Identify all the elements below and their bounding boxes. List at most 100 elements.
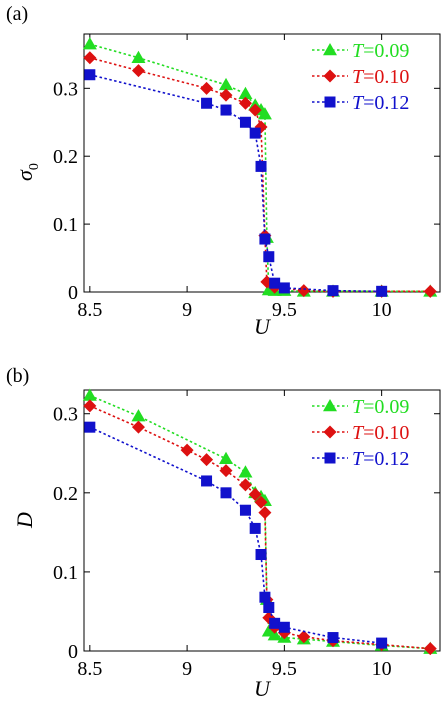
panel-b-legend-val: =0.12	[363, 448, 409, 470]
panel-a-series-t-0-12-point	[84, 69, 96, 81]
panel-a-series-t-0-12-line	[89, 73, 382, 293]
panel-b-xtick-label: 9	[182, 658, 192, 680]
panel-a-legend-var: T	[352, 66, 365, 88]
panel-b-series-t-0-12-point	[263, 602, 275, 613]
panel-a-series-t-0-12-point	[201, 97, 213, 109]
panel-b-series-t-0-10-point	[131, 420, 145, 434]
panel-a-frame	[83, 33, 441, 293]
panel-b-legend-val: =0.10	[363, 422, 409, 444]
panel-b-xtick-label: 8.5	[77, 658, 102, 680]
panel-b-series-t-0-12-point	[255, 549, 267, 561]
panel-a-legend-var: T	[352, 92, 365, 114]
panel-b-legend-label: T=0.10	[352, 422, 409, 444]
panel-a-xtick-label: 9	[182, 299, 192, 321]
panel-b-series-t-0-09-point	[238, 465, 253, 478]
panel-a-legend-val: =0.10	[363, 66, 409, 88]
panel-b-series-t-0-12-point	[327, 632, 339, 644]
panel-a-series-t-0-12	[84, 69, 388, 297]
panel-b-series-t-0-10-point	[219, 464, 233, 478]
panel-b-series-t-0-09-point	[267, 628, 282, 641]
panel-a-legend-marker	[323, 69, 337, 83]
panel-b-legend-var: T	[352, 396, 365, 418]
panel-b-xlabel: U	[254, 676, 272, 701]
panel-a-series-t-0-10-point	[131, 64, 145, 78]
panel-b-series-t-0-09-point	[131, 409, 146, 422]
panel-a-series-t-0-12-point	[376, 285, 388, 297]
panel-a-series-t-0-09-point	[219, 77, 234, 91]
panel-b-series-t-0-12-point	[84, 421, 96, 433]
panel-a-series-t-0-10	[83, 51, 437, 298]
panel-b-legend-marker	[323, 399, 337, 412]
panel-a-series-t-0-12-point	[269, 277, 281, 289]
panel-a-xtick-label: 10	[372, 299, 392, 321]
panel-b-series-t-0-10-point	[254, 495, 268, 509]
panel-a-ytick-label: 0.3	[53, 78, 78, 100]
panel-b-ylabel: D	[12, 512, 37, 529]
panel-b-ytick-label: 0.2	[53, 483, 78, 505]
panel-b-legend-var: T	[352, 448, 365, 470]
panel-b-xtick-label: 9.5	[272, 658, 297, 680]
panel-a-series-t-0-12-point	[249, 127, 261, 139]
panel-a-series-t-0-12-point	[255, 160, 267, 172]
panel-a-label: (a)	[6, 3, 28, 25]
panel-b-series-t-0-10-line	[89, 405, 431, 650]
panel-a-legend-marker	[323, 43, 337, 56]
panel-b-series-t-0-10-point	[258, 506, 272, 520]
panel-a-legend-label: T=0.10	[352, 66, 409, 88]
panel-a-series-t-0-09-point	[257, 107, 272, 120]
panel-b-xtick-label: 10	[372, 658, 392, 680]
panel-b-ytick-label: 0.3	[53, 404, 78, 426]
panel-a-xtick-label: 8.5	[77, 299, 102, 321]
panel-b-legend-marker	[323, 425, 337, 439]
panel-a-ytick-label: 0	[68, 282, 78, 304]
panel-a-ylabel-main: σ	[12, 169, 37, 181]
panel-b-series-t-0-09-point	[82, 388, 97, 401]
panel-b-series-t-0-12-point	[278, 621, 290, 633]
panel-a-legend-marker	[324, 96, 336, 108]
panel-a-series-t-0-12-point	[327, 285, 339, 297]
panel-b-series-t-0-09-point	[219, 451, 234, 465]
panel-b-series-t-0-10-point	[238, 478, 252, 492]
panel-a-xlabel: U	[254, 314, 272, 339]
panel-a-series-t-0-10-point	[254, 120, 268, 134]
panel-b-series-t-0-12-point	[376, 637, 388, 649]
panel-a-series-t-0-09-point	[238, 86, 253, 99]
panel-b-series-t-0-12-point	[201, 475, 213, 487]
panel-b-legend-marker	[324, 452, 336, 464]
panel-b-legend-label: T=0.09	[352, 396, 409, 418]
panel-a-ytick-label: 0.1	[53, 214, 78, 236]
panel-a-xtick-label: 9.5	[272, 299, 297, 321]
panel-b-legend-var: T	[352, 422, 365, 444]
panel-b-series-t-0-12-point	[259, 591, 271, 603]
panel-b-frame	[83, 389, 441, 652]
panel-a-legend-var: T	[352, 40, 365, 62]
panel-b-series-t-0-12-point	[220, 487, 232, 499]
panel-a-series-t-0-12-point	[278, 282, 290, 294]
panel-b-series-t-0-12-point	[249, 522, 261, 534]
panel-a-series-t-0-12-point	[263, 251, 275, 263]
panel-b-series-t-0-10-point	[200, 453, 214, 467]
panel-a-legend-label: T=0.09	[352, 40, 409, 62]
panel-a-series-t-0-10-point	[297, 284, 311, 298]
panel-b-ytick-label: 0	[68, 641, 78, 663]
panel-b-series-t-0-10-point	[297, 630, 311, 644]
panel-b-legend-val: =0.09	[363, 396, 409, 418]
panel-a-series-t-0-12-point	[259, 233, 271, 245]
panel-a-series-t-0-09-point	[82, 37, 97, 50]
panel-a-legend-val: =0.12	[363, 92, 409, 114]
panel-a-series-t-0-09-point	[131, 50, 146, 64]
plot-layer: 8.5 9 9.5 1000.10.20.3T=0.09T=0.10T=0.128.5…	[53, 33, 441, 680]
panel-b-series-t-0-10-point	[248, 487, 262, 501]
panel-b-series-t-0-10-point	[83, 399, 97, 413]
panel-a-legend-val: =0.09	[363, 40, 409, 62]
panel-a-series-t-0-10-point	[83, 51, 97, 65]
panel-a-series-t-0-10-point	[200, 81, 214, 95]
panel-a-legend-label: T=0.12	[352, 92, 409, 114]
panel-b-legend-label: T=0.12	[352, 448, 409, 470]
panel-a-series-t-0-10-point	[219, 88, 233, 102]
panel-a-ylabel: σ0	[12, 163, 42, 181]
panel-b-series-t-0-10-point	[423, 642, 437, 656]
panel-b-ytick-label: 0.1	[53, 562, 78, 584]
